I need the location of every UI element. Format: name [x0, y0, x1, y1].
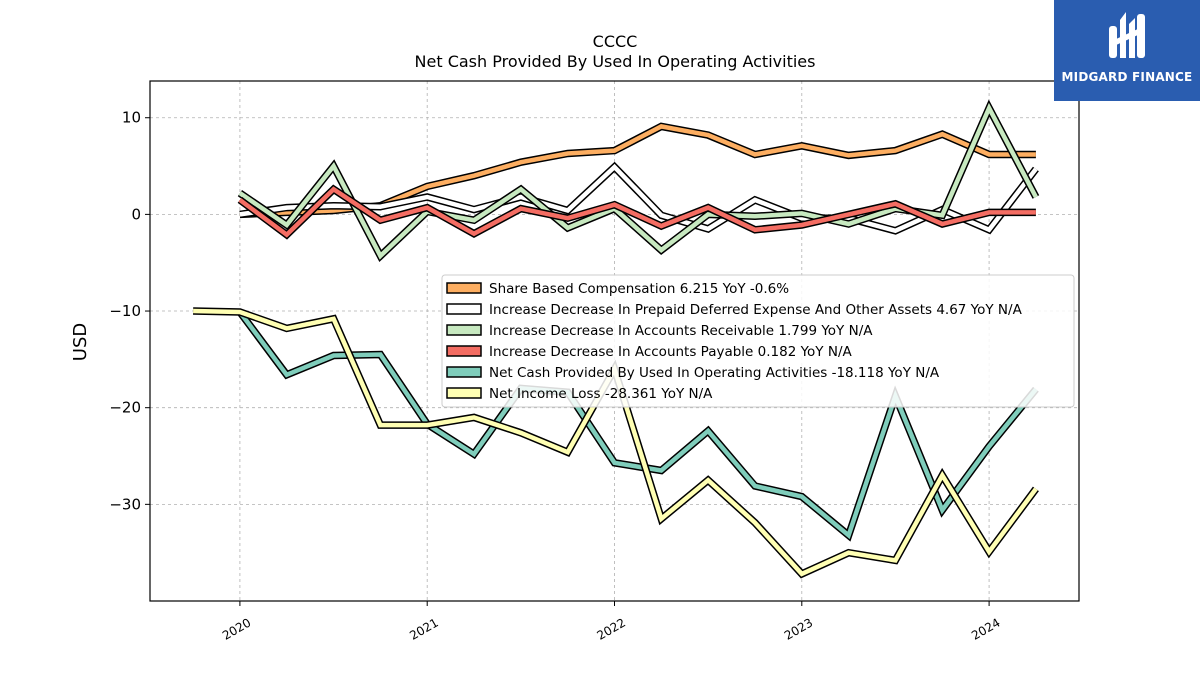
y-axis-label: USD: [70, 323, 91, 361]
series-lines: [193, 99, 1040, 579]
legend-swatch: [446, 282, 482, 294]
series-line: [239, 161, 1039, 235]
brand-name: MIDGARD FINANCE: [1061, 70, 1193, 84]
y-tick-label: −10: [109, 302, 141, 320]
chart-subtitle: Net Cash Provided By Used In Operating A…: [415, 52, 816, 71]
legend-label: Net Cash Provided By Used In Operating A…: [489, 365, 940, 381]
legend-swatch: [446, 303, 482, 315]
y-tick-label: −30: [109, 495, 141, 513]
series-line-stroke: [238, 186, 1036, 238]
legend-label: Net Income Loss -28.361 YoY N/A: [489, 386, 713, 402]
y-tick-label: 10: [122, 109, 141, 127]
legend-swatch: [446, 366, 482, 378]
legend-label: Increase Decrease In Prepaid Deferred Ex…: [489, 302, 1023, 318]
y-tick-label: −20: [109, 399, 141, 417]
brand-mark-icon: [1109, 12, 1145, 58]
series-line-outline: [237, 99, 1040, 263]
legend-label: Increase Decrease In Accounts Payable 0.…: [489, 344, 852, 360]
x-tick-label: 2024: [969, 615, 1002, 642]
brand-logo: MIDGARD FINANCE: [1054, 0, 1200, 101]
legend-swatch: [446, 324, 482, 336]
series-line-stroke: [238, 310, 1038, 540]
legend-label: Increase Decrease In Accounts Receivable…: [489, 323, 873, 339]
legend-label: Share Based Compensation 6.215 YoY -0.6%: [489, 281, 789, 297]
x-tick-label: 2023: [782, 615, 815, 642]
legend-box: [441, 274, 1075, 408]
x-tick-label: 2021: [407, 615, 440, 642]
series-line: [236, 309, 1039, 542]
series-line: [239, 122, 1036, 219]
y-tick-label: 0: [131, 205, 141, 223]
chart-title: CCCC: [593, 32, 638, 51]
series-line: [237, 99, 1040, 263]
series-line-stroke: [239, 163, 1038, 234]
legend-swatch: [446, 387, 482, 399]
x-tick-label: 2022: [595, 615, 628, 642]
series-line: [237, 184, 1036, 240]
legend-swatch: [446, 345, 482, 357]
legend: Share Based Compensation 6.215 YoY -0.6%…: [441, 274, 1075, 408]
x-tick-label: 2020: [220, 615, 253, 642]
